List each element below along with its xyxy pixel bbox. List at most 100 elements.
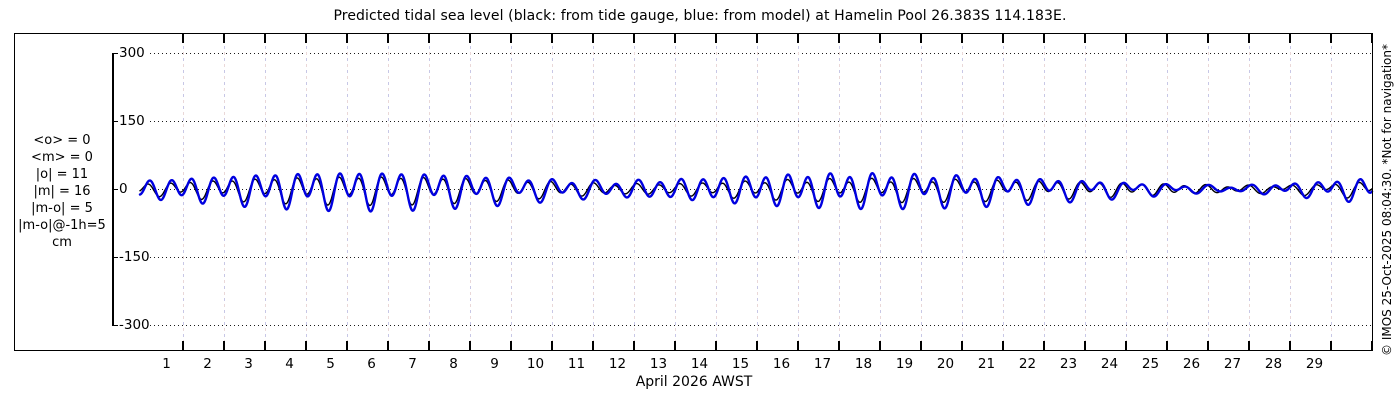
day-gridline — [839, 34, 840, 350]
x-tick-label: 2 — [203, 356, 212, 372]
day-tick-bottom — [1289, 341, 1291, 351]
day-tick-top — [1289, 33, 1291, 43]
day-tick-top — [305, 33, 307, 43]
stats-line-mean-obs: <o> = 0 — [33, 133, 91, 148]
x-tick-label: 8 — [449, 356, 458, 372]
x-tick-label: 22 — [1018, 356, 1037, 372]
x-tick-label: 26 — [1182, 356, 1201, 372]
day-tick-bottom — [223, 341, 225, 351]
x-tick-label: 16 — [772, 356, 791, 372]
x-tick-label: 14 — [690, 356, 709, 372]
day-tick-bottom — [879, 341, 881, 351]
day-tick-top — [264, 33, 266, 43]
day-tick-bottom — [469, 341, 471, 351]
y-tick — [112, 188, 118, 190]
stats-line-unit: cm — [52, 235, 72, 250]
day-tick-top — [182, 33, 184, 43]
day-tick-top — [797, 33, 799, 43]
day-tick-bottom — [1207, 341, 1209, 351]
day-tick-top — [838, 33, 840, 43]
x-axis-title: April 2026 AWST — [635, 374, 753, 390]
y-tick — [112, 120, 118, 122]
day-tick-bottom — [551, 341, 553, 351]
day-tick-top — [1002, 33, 1004, 43]
day-tick-bottom — [838, 341, 840, 351]
y-gridline — [150, 257, 1373, 258]
day-tick-bottom — [633, 341, 635, 351]
day-gridline — [1290, 34, 1291, 350]
x-tick-label: 24 — [1100, 356, 1119, 372]
day-tick-bottom — [1125, 341, 1127, 351]
day-tick-bottom — [1166, 341, 1168, 351]
y-tick-label: 150 — [119, 113, 145, 129]
day-tick-top — [1166, 33, 1168, 43]
day-gridline — [1331, 34, 1332, 350]
y-tick-label: 300 — [119, 45, 145, 61]
day-tick-bottom — [715, 341, 717, 351]
day-gridline — [1044, 34, 1045, 350]
y-gridline — [150, 325, 1373, 326]
day-tick-top — [1043, 33, 1045, 43]
day-tick-bottom — [592, 341, 594, 351]
y-gridline — [150, 189, 1373, 190]
x-tick-label: 20 — [936, 356, 955, 372]
x-tick-label: 3 — [244, 356, 253, 372]
day-gridline — [1126, 34, 1127, 350]
x-tick-label: 21 — [977, 356, 996, 372]
x-tick-label: 11 — [567, 356, 586, 372]
day-gridline — [429, 34, 430, 350]
day-tick-bottom — [1248, 341, 1250, 351]
day-tick-bottom — [305, 341, 307, 351]
day-tick-bottom — [264, 341, 266, 351]
day-tick-top — [510, 33, 512, 43]
x-tick-label: 25 — [1141, 356, 1160, 372]
day-tick-top — [674, 33, 676, 43]
day-tick-bottom — [428, 341, 430, 351]
day-tick-top — [387, 33, 389, 43]
day-gridline — [1085, 34, 1086, 350]
x-tick-label: 17 — [813, 356, 832, 372]
x-tick-label: 4 — [285, 356, 294, 372]
x-tick-label: 9 — [490, 356, 499, 372]
y-tick-label: 0 — [119, 181, 128, 197]
day-gridline — [1003, 34, 1004, 350]
day-gridline — [798, 34, 799, 350]
y-gridline — [150, 121, 1373, 122]
day-tick-top — [223, 33, 225, 43]
day-tick-top — [715, 33, 717, 43]
day-tick-bottom — [920, 341, 922, 351]
day-gridline — [1167, 34, 1168, 350]
day-tick-top — [1084, 33, 1086, 43]
day-tick-top — [1207, 33, 1209, 43]
day-tick-top — [756, 33, 758, 43]
day-tick-bottom — [797, 341, 799, 351]
x-tick-label: 5 — [326, 356, 335, 372]
day-tick-top — [346, 33, 348, 43]
y-tick — [112, 256, 118, 258]
stats-line-abs-obs: |o| = 11 — [35, 167, 89, 182]
day-tick-bottom — [1043, 341, 1045, 351]
x-tick-label: 19 — [895, 356, 914, 372]
day-tick-top — [1125, 33, 1127, 43]
y-tick — [112, 52, 118, 54]
day-tick-bottom — [182, 341, 184, 351]
day-gridline — [634, 34, 635, 350]
x-tick-label: 15 — [731, 356, 750, 372]
day-tick-top — [551, 33, 553, 43]
day-tick-bottom — [674, 341, 676, 351]
day-gridline — [1249, 34, 1250, 350]
day-gridline — [470, 34, 471, 350]
x-tick-label: 23 — [1059, 356, 1078, 372]
day-tick-bottom — [961, 341, 963, 351]
x-tick-label: 13 — [649, 356, 668, 372]
day-tick-top — [961, 33, 963, 43]
day-tick-top — [920, 33, 922, 43]
y-tick — [112, 324, 118, 326]
tide-curve-from-model — [138, 171, 1374, 213]
x-tick-label: 6 — [367, 356, 376, 372]
x-tick-label: 28 — [1264, 356, 1283, 372]
day-tick-top — [428, 33, 430, 43]
day-gridline — [962, 34, 963, 350]
